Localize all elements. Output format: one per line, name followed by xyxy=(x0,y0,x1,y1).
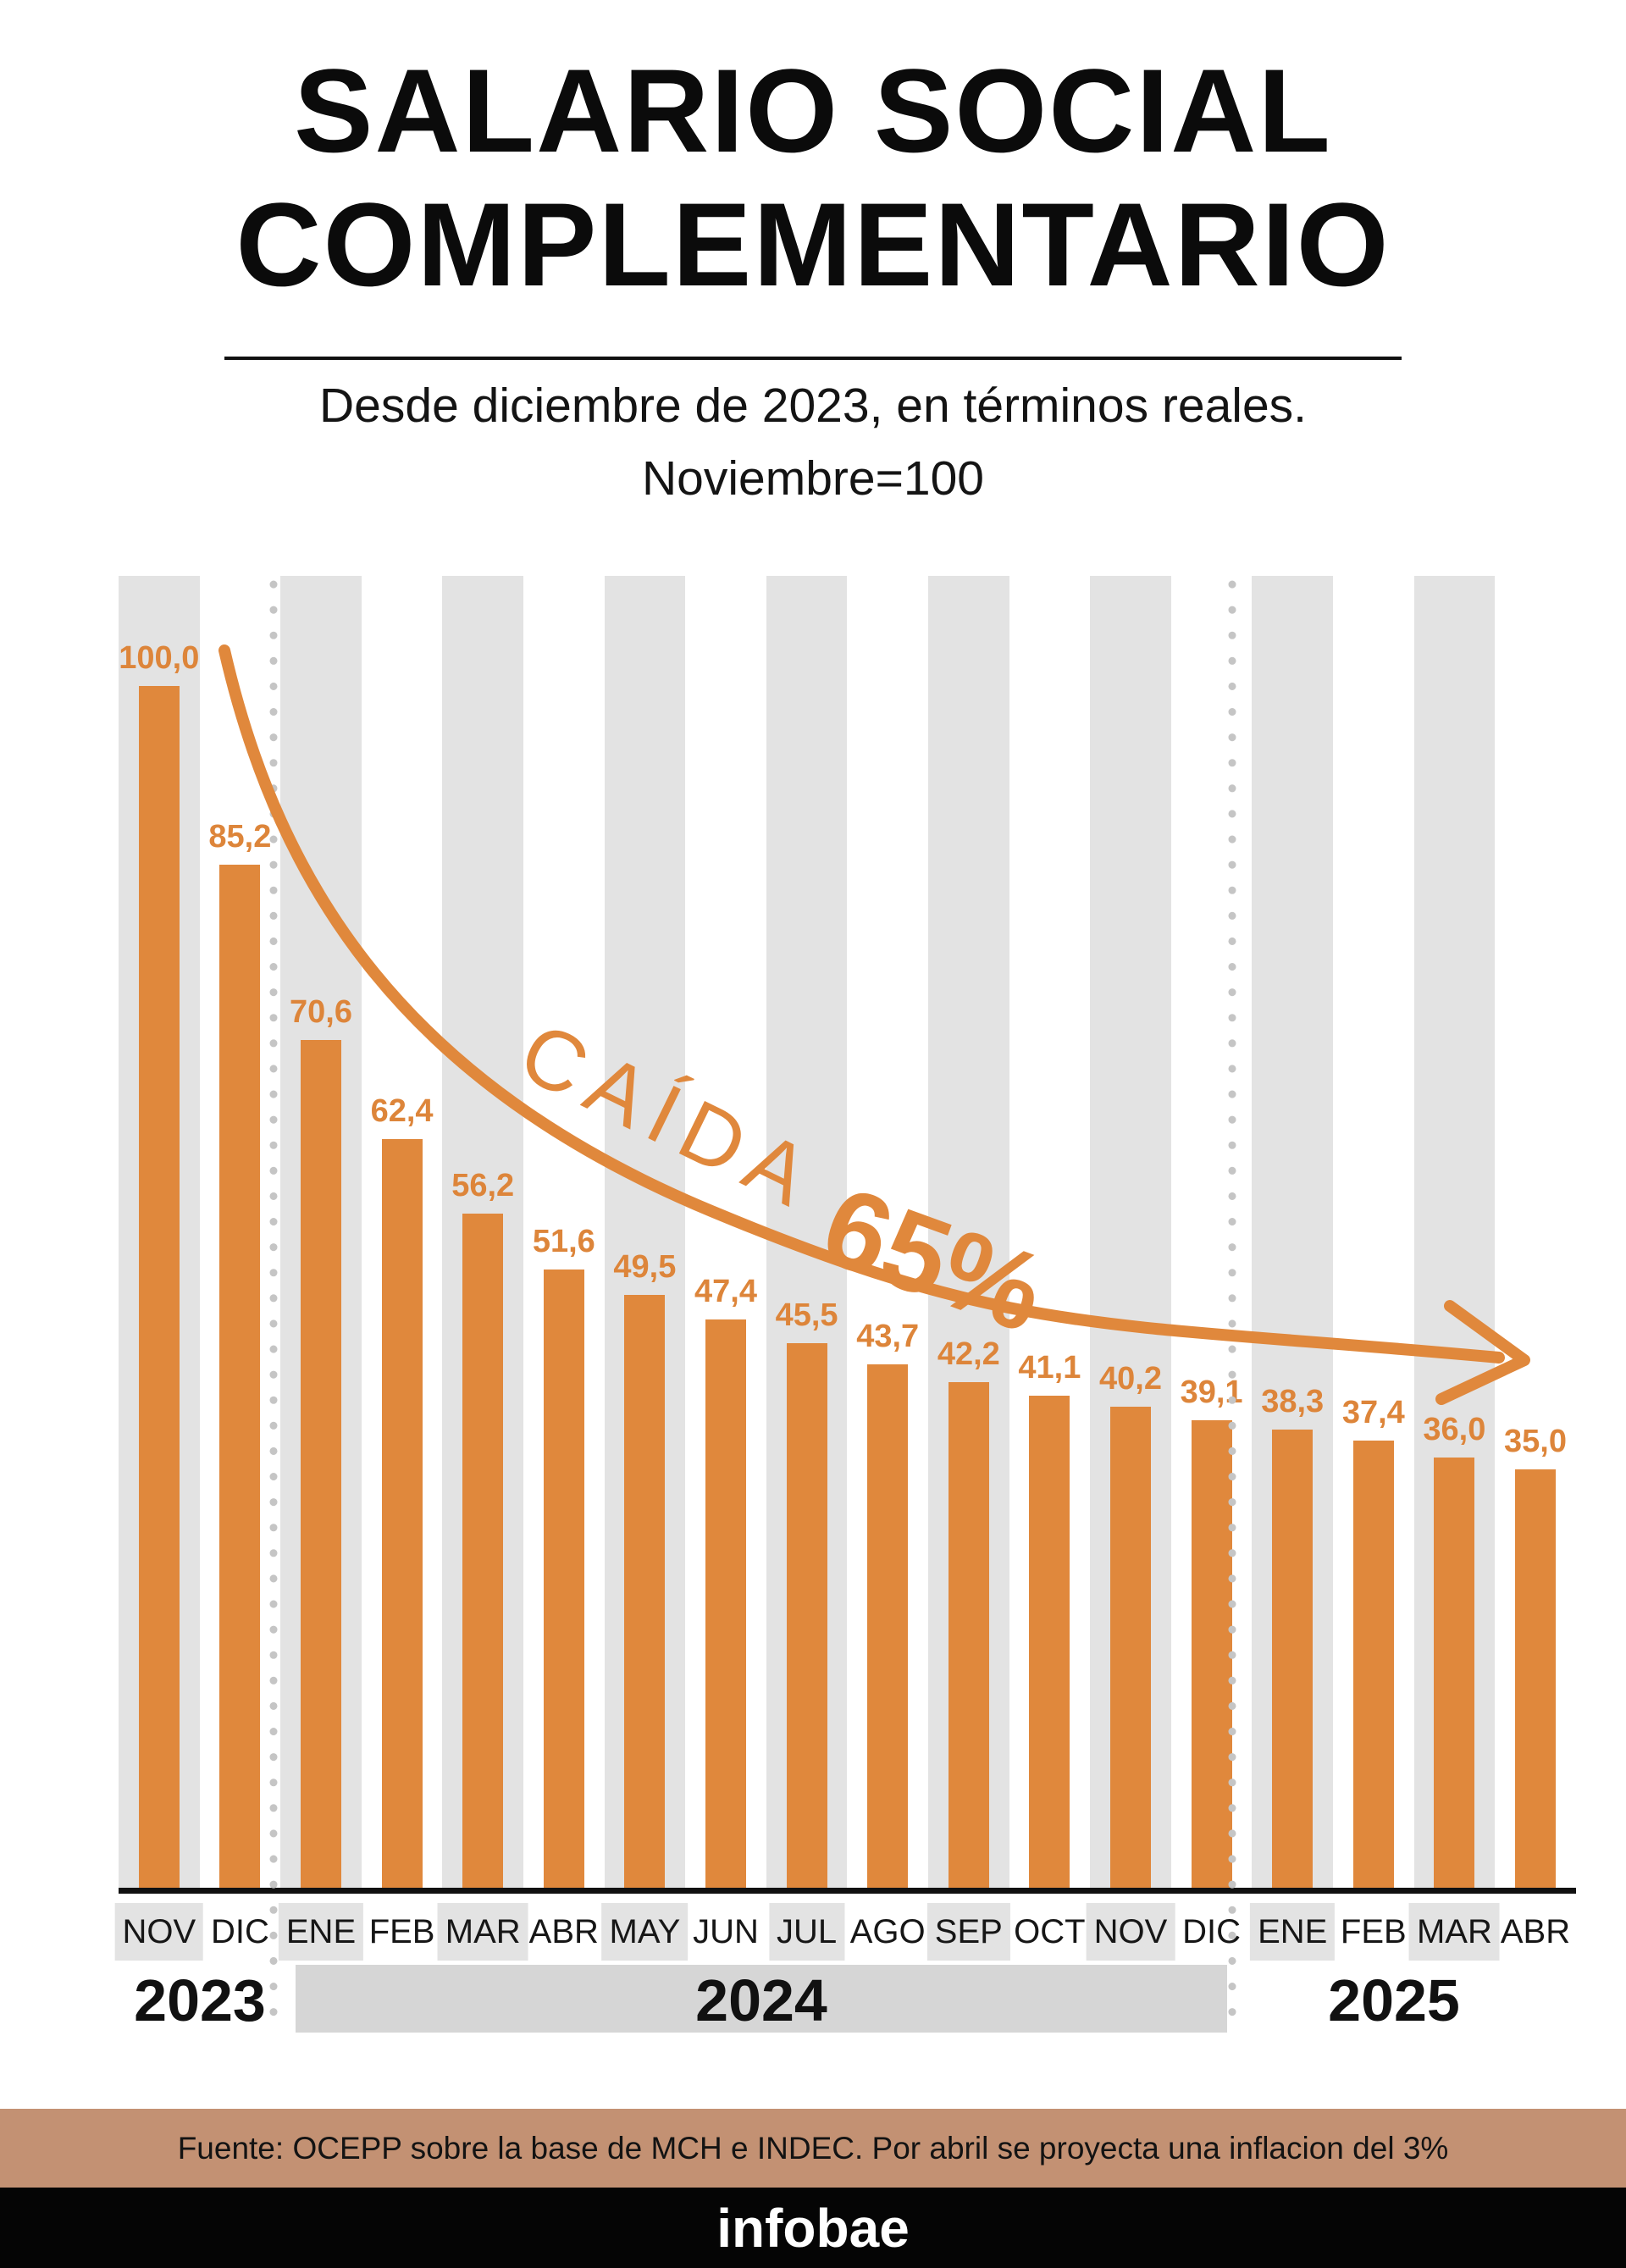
bar-oct-11 xyxy=(1029,1396,1070,1891)
year-label-2024: 2024 xyxy=(695,1967,827,2033)
year-label-2023: 2023 xyxy=(134,1967,266,2033)
bar-abr-17 xyxy=(1515,1469,1556,1891)
bar-mar-16 xyxy=(1434,1457,1475,1891)
month-label-dic-1: DIC xyxy=(210,1913,269,1950)
bar-value-label: 35,0 xyxy=(1504,1423,1567,1459)
bar-value-label: 56,2 xyxy=(451,1168,515,1204)
month-label-sep-10: SEP xyxy=(926,1903,1010,1961)
bar-may-6 xyxy=(624,1294,666,1891)
source-band: Fuente: OCEPP sobre la base de MCH e IND… xyxy=(0,2109,1626,2188)
month-label-ene-2: ENE xyxy=(278,1903,364,1961)
bar-feb-3 xyxy=(381,1139,423,1891)
title-line-1: SALARIO SOCIAL xyxy=(294,44,1332,177)
month-label-abr-17: ABR xyxy=(1500,1913,1571,1950)
month-label-jun-7: JUN xyxy=(693,1913,759,1950)
month-label-nov-0: NOV xyxy=(114,1903,204,1961)
bar-value-label: 36,0 xyxy=(1423,1411,1486,1447)
month-label-nov-12: NOV xyxy=(1086,1903,1175,1961)
bar-jul-8 xyxy=(786,1342,827,1891)
infobae-logo: infobae xyxy=(716,2197,910,2259)
month-label-feb-3: FEB xyxy=(368,1913,435,1950)
bar-sep-10 xyxy=(948,1382,989,1891)
year-2024-band xyxy=(296,1965,1227,2033)
year-label-2025: 2025 xyxy=(1328,1967,1460,2033)
source-text: Fuente: OCEPP sobre la base de MCH e IND… xyxy=(177,2130,1449,2166)
subtitle-line-1: Desde diciembre de 2023, en términos rea… xyxy=(319,379,1307,433)
month-label-ago-9: AGO xyxy=(849,1913,926,1950)
bar-ago-9 xyxy=(867,1364,909,1891)
bar-feb-15 xyxy=(1352,1440,1394,1891)
month-label-feb-15: FEB xyxy=(1340,1913,1407,1950)
bar-value-label: 100,0 xyxy=(119,640,200,676)
month-label-may-6: MAY xyxy=(601,1903,689,1961)
month-label-oct-11: OCT xyxy=(1014,1913,1086,1950)
bar-mar-4 xyxy=(462,1214,504,1891)
month-label-dic-13: DIC xyxy=(1182,1913,1242,1950)
bar-value-label: 70,6 xyxy=(290,994,352,1031)
bar-dic-13 xyxy=(1191,1419,1232,1891)
page-title: SALARIO SOCIAL COMPLEMENTARIO xyxy=(0,44,1626,312)
bar-ene-14 xyxy=(1272,1429,1314,1891)
subtitle-line-2: Noviembre=100 xyxy=(642,451,984,506)
brand-band: infobae xyxy=(0,2188,1626,2268)
title-underline xyxy=(224,357,1402,360)
x-axis-line xyxy=(119,1888,1576,1894)
title-line-2: COMPLEMENTARIO xyxy=(235,178,1391,311)
bar-value-label: 40,2 xyxy=(1099,1360,1162,1397)
bar-abr-5 xyxy=(543,1269,584,1891)
month-label-mar-16: MAR xyxy=(1408,1903,1500,1961)
month-label-jul-8: JUL xyxy=(769,1903,845,1961)
month-label-mar-4: MAR xyxy=(437,1903,528,1961)
bar-nov-0 xyxy=(138,686,180,1891)
bar-ene-2 xyxy=(301,1040,341,1891)
month-label-abr-5: ABR xyxy=(528,1913,599,1950)
bar-dic-1 xyxy=(219,864,261,1891)
chart-subtitle: Desde diciembre de 2023, en términos rea… xyxy=(0,369,1626,515)
bar-value-label: 38,3 xyxy=(1261,1383,1325,1419)
bar-nov-12 xyxy=(1110,1406,1151,1891)
bar-value-label: 37,4 xyxy=(1341,1394,1405,1430)
bar-jun-7 xyxy=(705,1319,746,1891)
month-label-ene-14: ENE xyxy=(1250,1903,1336,1961)
